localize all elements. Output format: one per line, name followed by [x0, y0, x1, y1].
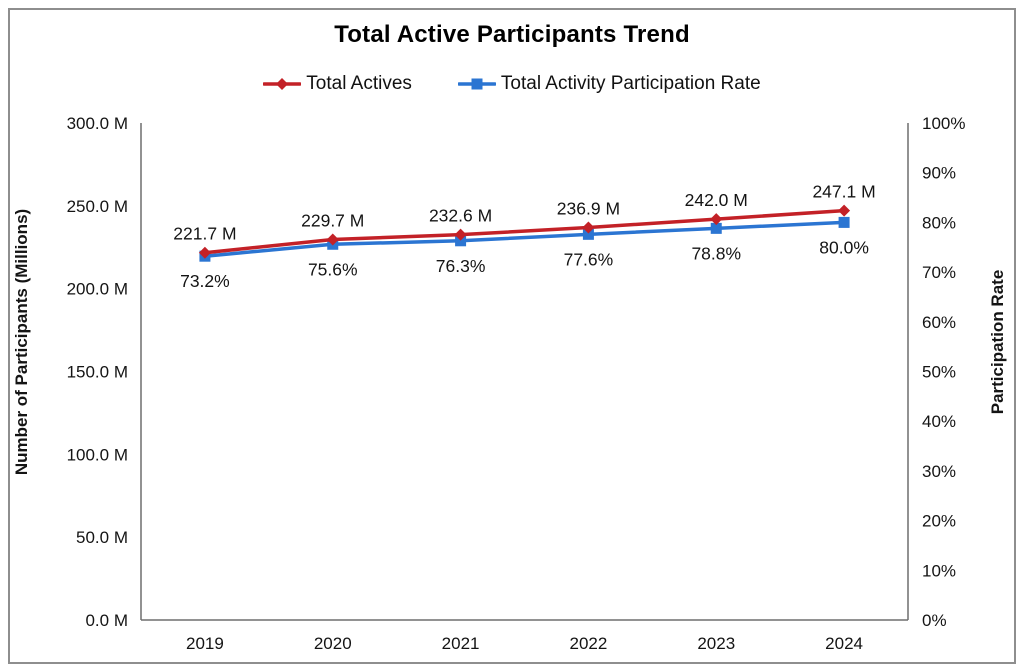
right-axis-tick-label: 40% [922, 412, 956, 431]
x-axis-tick-label: 2023 [697, 634, 735, 653]
x-axis-tick-label: 2020 [314, 634, 352, 653]
right-axis-tick-label: 30% [922, 462, 956, 481]
legend-marker-shape [276, 78, 289, 90]
total-actives-line [203, 208, 846, 255]
right-axis-tick-label: 10% [922, 561, 956, 580]
total-actives-data-label: 247.1 M [812, 182, 875, 202]
chart-title: Total Active Participants Trend [334, 21, 690, 48]
legend-label-participation-rate: Total Activity Participation Rate [500, 73, 761, 94]
left-axis-tick-label: 0.0 M [85, 611, 128, 630]
right-axis-tick-label: 90% [922, 164, 956, 183]
total-actives-marker [838, 204, 851, 217]
total-activity-participation-rate-data-label: 77.6% [564, 249, 614, 269]
total-activity-participation-rate-marker [582, 228, 594, 240]
legend-marker-participation-rate-icon [457, 78, 496, 90]
total-activity-participation-rate-marker [710, 222, 722, 234]
right-axis-tick-label: 80% [922, 213, 956, 232]
total-actives-data-label: 232.6 M [429, 206, 492, 226]
right-axis-tick-label: 100% [922, 114, 965, 133]
total-activity-participation-rate-data-label: 80.0% [819, 237, 869, 257]
total-actives-marker [454, 228, 467, 241]
total-actives-marker [582, 221, 595, 234]
total-activity-participation-rate-data-label: 78.8% [691, 243, 741, 263]
total-actives-marker [326, 233, 339, 246]
total-activity-participation-rate-data-label: 75.6% [308, 259, 358, 279]
legend-item-participation-rate: Total Activity Participation Rate [457, 73, 761, 95]
x-axis-tick-label: 2022 [570, 634, 608, 653]
total-activity-participation-rate-line [203, 220, 846, 258]
right-axis-tick-label: 0% [922, 611, 947, 630]
right-axis-title: Participation Rate [988, 270, 1007, 415]
left-axis-tick-label: 150.0 M [67, 363, 128, 382]
x-axis-tick-label: 2021 [442, 634, 480, 653]
legend-marker-shape [471, 78, 483, 90]
left-axis-tick-label: 50.0 M [76, 528, 128, 547]
total-activity-participation-rate-marker [455, 235, 467, 247]
x-axis-tick-label: 2024 [825, 634, 863, 653]
right-axis-tick-label: 70% [922, 263, 956, 282]
left-axis-tick-label: 300.0 M [67, 114, 128, 133]
total-activity-participation-rate-data-label: 76.3% [436, 256, 486, 276]
legend-label-total-actives: Total Actives [306, 73, 412, 94]
left-axis-tick-label: 250.0 M [67, 197, 128, 216]
total-actives-marker [198, 246, 211, 259]
left-axis-tick-label: 100.0 M [67, 445, 128, 464]
total-actives-data-label: 242.0 M [685, 190, 748, 210]
total-actives-data-label: 221.7 M [173, 224, 236, 244]
chart-legend: Total Actives Total Activity Participati… [0, 73, 1024, 95]
total-activity-participation-rate-marker [838, 216, 850, 228]
legend-marker-total-actives-icon [263, 78, 302, 90]
total-actives-data-label: 236.9 M [557, 199, 620, 219]
right-axis-tick-label: 20% [922, 512, 956, 531]
right-axis-tick-label: 50% [922, 363, 956, 382]
left-axis-tick-label: 200.0 M [67, 280, 128, 299]
total-actives-marker [710, 213, 723, 226]
total-activity-participation-rate-data-label: 73.2% [180, 271, 230, 291]
left-axis-title: Number of Participants (Millions) [12, 209, 31, 475]
right-axis-tick-label: 60% [922, 313, 956, 332]
total-actives-data-label: 229.7 M [301, 210, 364, 230]
x-axis-tick-label: 2019 [186, 634, 224, 653]
legend-item-total-actives: Total Actives [263, 73, 412, 95]
